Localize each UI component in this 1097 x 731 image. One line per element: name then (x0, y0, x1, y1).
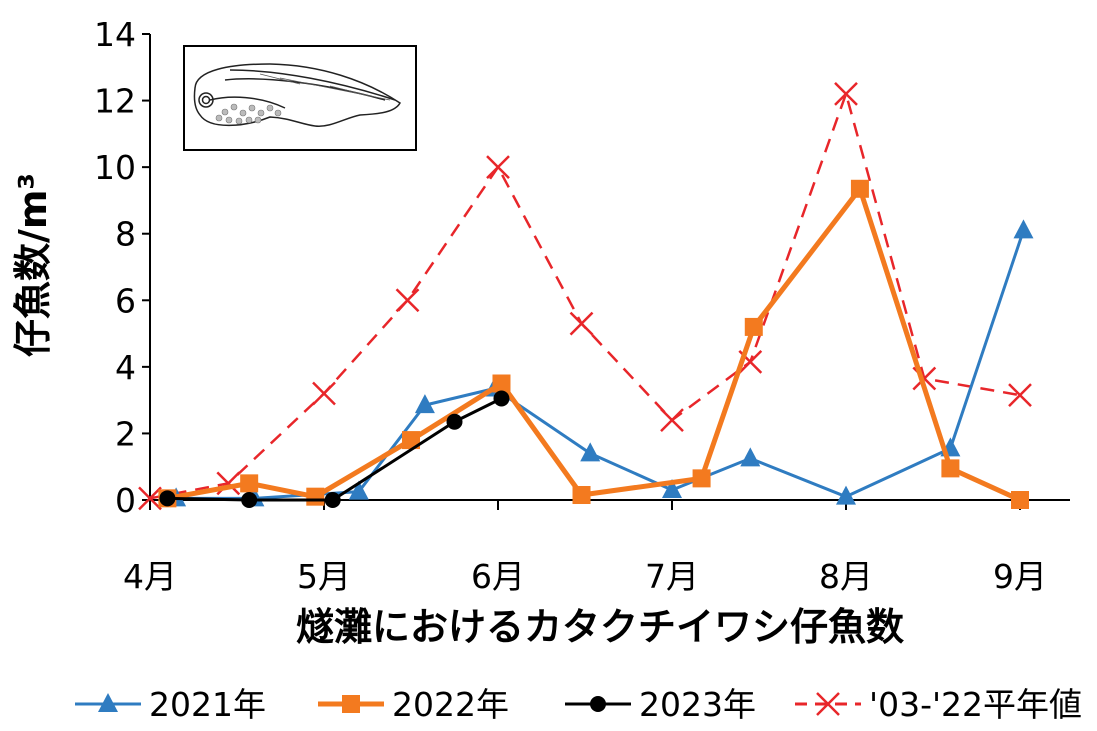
data-point (941, 459, 960, 478)
legend-label: 2023年 (639, 685, 756, 724)
data-point (740, 447, 761, 467)
y-tick-label: 2 (115, 414, 136, 453)
y-axis-title: 仔魚数/m³ (11, 173, 55, 357)
legend-marker (590, 696, 606, 712)
y-tick-label: 8 (115, 215, 136, 254)
data-point (240, 474, 259, 493)
series-0 (166, 219, 1034, 507)
y-tick-label: 4 (115, 348, 136, 387)
data-point (1013, 219, 1034, 239)
data-point (138, 486, 162, 511)
legend-item: 2023年 (565, 685, 756, 724)
data-point (402, 431, 420, 450)
legend-item: '03-'22平年値 (795, 685, 1082, 724)
series-line (149, 92, 1021, 500)
series-line (176, 229, 1025, 500)
series-1 (158, 179, 1029, 509)
data-point (324, 492, 341, 508)
x-tick-label: 9月 (993, 557, 1047, 596)
x-tick-label: 8月 (819, 557, 873, 596)
legend-marker (342, 695, 360, 713)
series-layer (138, 82, 1034, 511)
data-point (572, 486, 591, 505)
data-point (1011, 491, 1029, 509)
x-tick-label: 6月 (471, 557, 525, 596)
data-point (744, 317, 763, 336)
data-point (414, 394, 435, 414)
legend-label: 2021年 (149, 685, 266, 724)
data-point (834, 82, 858, 106)
y-axis-ticks: 0 2 4 6 8 10 12 14 (94, 15, 150, 520)
legend-item: 2021年 (75, 685, 266, 724)
data-point (492, 374, 511, 393)
data-point (569, 311, 594, 336)
data-point (660, 408, 684, 432)
y-tick-label: 10 (94, 148, 136, 187)
data-point (312, 381, 336, 406)
data-point (580, 442, 601, 462)
legend-label: '03-'22平年値 (869, 685, 1082, 724)
y-tick-label: 6 (115, 281, 136, 320)
y-tick-label: 14 (94, 15, 136, 54)
data-point (241, 492, 258, 508)
data-point (446, 413, 463, 430)
data-point (836, 485, 856, 505)
legend-item: 2022年 (318, 685, 509, 724)
data-point (348, 480, 369, 500)
data-point (306, 487, 325, 506)
legend-marker (816, 692, 840, 716)
fish-larva-illustration (183, 45, 417, 151)
y-tick-label: 12 (94, 82, 136, 121)
data-point (692, 469, 711, 488)
x-tick-label: 5月 (297, 557, 351, 596)
x-tick-label: 4月 (123, 557, 177, 596)
legend: 2021年 2022年 2023年 '03-'22平年値 (75, 685, 1082, 724)
data-point (850, 179, 869, 198)
x-axis-title: 燧灘におけるカタクチイワシ仔魚数 (296, 605, 904, 649)
series-2 (159, 390, 510, 508)
data-point (662, 479, 682, 499)
data-point (1008, 383, 1032, 408)
legend-label: 2022年 (392, 685, 509, 724)
legend-marker (98, 693, 118, 712)
y-tick-label: 0 (115, 481, 136, 520)
data-point (486, 155, 510, 180)
data-point (159, 490, 176, 507)
data-point (395, 288, 420, 313)
x-axis-ticks: 4月 5月 6月 7月 8月 9月 (123, 500, 1047, 596)
x-tick-label: 7月 (645, 557, 699, 596)
data-point (493, 390, 510, 407)
